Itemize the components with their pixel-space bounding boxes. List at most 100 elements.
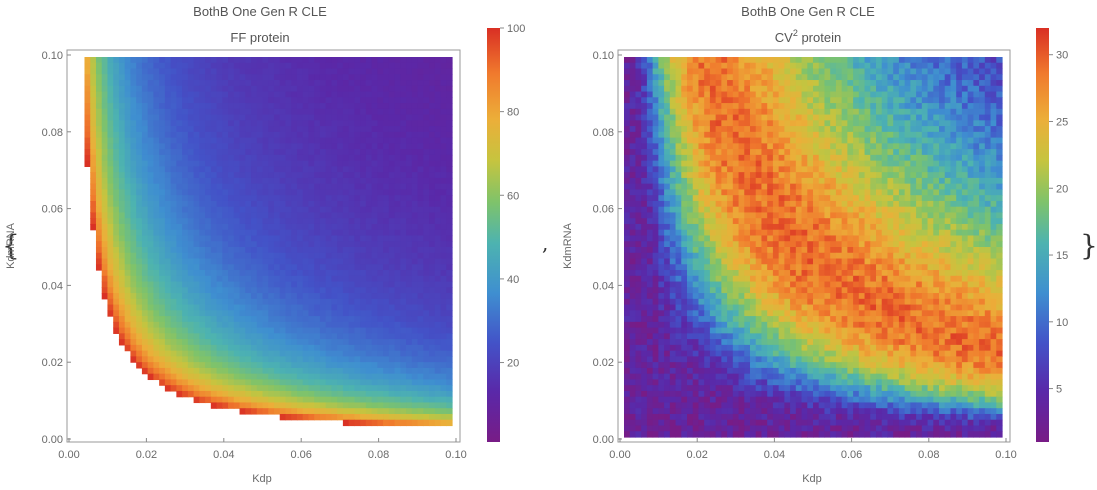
heatmap-cell: [268, 160, 275, 167]
heatmap-cell: [646, 91, 654, 98]
heatmap-cell: [400, 218, 407, 225]
heatmap-cell: [302, 195, 310, 202]
heatmap-cell: [429, 293, 436, 300]
heatmap-cell: [893, 57, 900, 64]
heatmap-cell: [440, 200, 447, 208]
heatmap-cell: [84, 143, 91, 150]
heatmap-cell: [423, 373, 430, 381]
heatmap-cell: [388, 258, 396, 265]
heatmap-cell: [709, 154, 717, 162]
heatmap-cell: [216, 57, 223, 64]
heatmap-cell: [239, 172, 246, 179]
heatmap-cell: [898, 137, 906, 144]
heatmap-cell: [371, 293, 378, 300]
heatmap-cell: [629, 97, 637, 104]
heatmap-cell: [423, 270, 430, 277]
heatmap-cell: [394, 281, 401, 288]
heatmap-cell: [164, 212, 172, 219]
heatmap-cell: [881, 91, 889, 98]
heatmap-cell: [124, 293, 132, 300]
heatmap-cell: [210, 344, 218, 352]
heatmap-cell: [308, 310, 315, 317]
heatmap-cell: [130, 235, 137, 242]
heatmap-cell: [113, 316, 120, 323]
heatmap-cell: [411, 80, 419, 87]
heatmap-cell: [635, 120, 642, 127]
heatmap-cell: [360, 281, 367, 288]
heatmap-cell: [308, 177, 315, 185]
heatmap-cell: [411, 396, 419, 404]
heatmap-cell: [319, 97, 327, 104]
heatmap-cell: [319, 91, 327, 98]
heatmap-cell: [199, 57, 206, 64]
heatmap-cell: [136, 97, 143, 104]
heatmap-cell: [84, 160, 91, 167]
heatmap-cell: [738, 97, 745, 104]
heatmap-cell: [383, 200, 390, 208]
heatmap-cell: [417, 108, 424, 116]
heatmap-cell: [118, 172, 126, 179]
y-ticks: 0.000.020.040.060.080.10: [42, 50, 71, 446]
y-tick-label: 0.10: [42, 50, 63, 62]
heatmap-cell: [669, 154, 677, 162]
heatmap-cell: [337, 321, 344, 329]
heatmap-cell: [910, 154, 917, 162]
heatmap-cell: [147, 252, 154, 260]
heatmap-cell: [90, 206, 97, 214]
heatmap-cell: [205, 247, 212, 254]
heatmap-cell: [228, 310, 235, 317]
heatmap-cell: [256, 143, 264, 150]
heatmap-cell: [681, 85, 688, 93]
heatmap-cell: [256, 293, 264, 300]
heatmap-cell: [721, 149, 728, 156]
heatmap-cell: [394, 212, 401, 219]
heatmap-cell: [904, 103, 911, 110]
heatmap-cell: [641, 120, 648, 127]
heatmap-cell: [893, 108, 900, 116]
heatmap-cell: [440, 327, 447, 334]
heatmap-cell: [365, 235, 373, 242]
heatmap-cell: [371, 200, 378, 208]
heatmap-cell: [423, 333, 430, 340]
heatmap-cell: [256, 304, 264, 311]
heatmap-cell: [973, 91, 980, 98]
heatmap-cell: [337, 402, 344, 409]
heatmap-cell: [308, 396, 315, 404]
heatmap-cell: [210, 68, 218, 75]
heatmap-cell: [314, 149, 321, 156]
heatmap-cell: [130, 177, 137, 185]
heatmap-cell: [417, 91, 424, 98]
heatmap-cell: [371, 396, 378, 404]
heatmap-cell: [704, 97, 711, 104]
heatmap-cell: [193, 223, 200, 231]
heatmap-cell: [245, 200, 252, 208]
heatmap-cell: [147, 298, 154, 306]
heatmap-cell: [348, 131, 355, 139]
heatmap-cell: [440, 137, 447, 144]
heatmap-cell: [360, 402, 367, 409]
heatmap-cell: [251, 189, 258, 196]
heatmap-cell: [652, 143, 659, 150]
heatmap-cell: [262, 131, 269, 139]
heatmap-cell: [124, 166, 132, 173]
heatmap-cell: [233, 108, 241, 116]
heatmap-cell: [893, 68, 900, 75]
heatmap-cell: [761, 57, 768, 64]
heatmap-cell: [199, 362, 206, 369]
heatmap-cell: [348, 402, 355, 409]
heatmap-cell: [434, 281, 442, 288]
heatmap-cell: [199, 223, 206, 231]
heatmap-cell: [325, 172, 333, 179]
heatmap-cell: [813, 131, 820, 139]
heatmap-cell: [228, 350, 235, 357]
heatmap-cell: [159, 97, 166, 104]
heatmap-cell: [113, 126, 120, 133]
heatmap-cell: [429, 212, 436, 219]
heatmap-cell: [944, 137, 952, 144]
heatmap-cell: [818, 114, 826, 121]
heatmap-cell: [417, 379, 424, 386]
heatmap-cell: [692, 137, 700, 144]
heatmap-cell: [308, 189, 315, 196]
heatmap-cell: [388, 362, 396, 369]
heatmap-cell: [205, 275, 212, 283]
